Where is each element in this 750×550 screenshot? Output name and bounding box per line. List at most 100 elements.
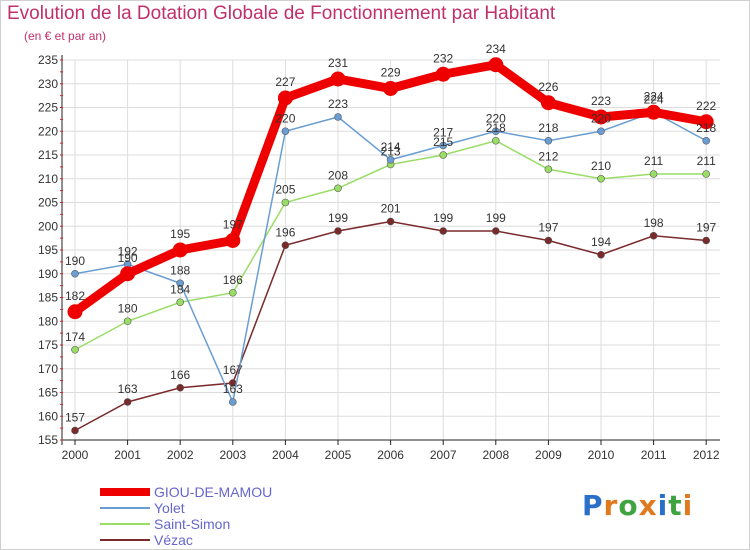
x-tick-label: 2006	[377, 448, 404, 462]
data-label-vezac: 163	[118, 382, 138, 396]
data-label-vezac: 196	[275, 225, 295, 239]
legend-label-saint-simon: Saint-Simon	[154, 516, 230, 532]
y-tick-label: 210	[38, 172, 58, 186]
logo-letter: i	[682, 489, 694, 522]
x-tick-label: 2004	[272, 448, 299, 462]
data-label-vezac: 197	[696, 221, 716, 235]
logo-letter: x	[638, 489, 658, 522]
y-tick-label: 170	[38, 362, 58, 376]
x-tick-label: 2007	[430, 448, 457, 462]
y-tick-label: 225	[38, 101, 58, 115]
data-label-vezac: 199	[328, 211, 348, 225]
data-label-giou-de-mamou: 227	[275, 75, 295, 89]
data-label-vezac: 194	[591, 235, 611, 249]
data-label-giou-de-mamou: 229	[381, 66, 401, 80]
data-point-yolet	[281, 127, 290, 136]
data-point-giou-de-mamou	[277, 90, 293, 106]
y-tick-label: 235	[38, 53, 58, 67]
data-label-saint-simon: 186	[223, 273, 243, 287]
data-point-saint-simon	[229, 288, 237, 297]
x-tick-label: 2011	[641, 448, 667, 462]
data-point-yolet	[544, 136, 553, 145]
y-tick-label: 190	[38, 267, 58, 281]
data-label-saint-simon: 180	[118, 301, 138, 315]
data-point-vezac	[439, 227, 448, 235]
data-point-giou-de-mamou	[646, 104, 662, 120]
data-label-giou-de-mamou: 190	[118, 251, 138, 265]
logo-letter: r	[603, 489, 619, 522]
y-tick-label: 180	[38, 314, 58, 328]
data-label-yolet: 217	[433, 126, 453, 140]
data-point-giou-de-mamou	[435, 66, 451, 82]
data-point-yolet	[386, 155, 395, 164]
data-point-vezac	[544, 236, 553, 245]
data-point-vezac	[123, 398, 132, 406]
data-label-saint-simon: 213	[381, 145, 401, 159]
data-label-saint-simon: 211	[644, 154, 663, 168]
data-label-yolet: 218	[538, 121, 558, 135]
x-tick-label: 2002	[167, 448, 194, 462]
data-point-yolet	[334, 113, 342, 121]
data-point-giou-de-mamou	[593, 109, 609, 125]
data-point-giou-de-mamou	[488, 57, 504, 73]
data-point-giou-de-mamou	[330, 71, 346, 87]
x-tick-label: 2005	[325, 448, 352, 462]
data-point-saint-simon	[649, 170, 658, 178]
data-point-giou-de-mamou	[383, 81, 399, 96]
data-label-saint-simon: 218	[486, 121, 506, 135]
data-label-saint-simon: 215	[433, 135, 453, 149]
data-point-yolet	[702, 136, 711, 145]
data-point-saint-simon	[491, 136, 500, 145]
data-label-saint-simon: 212	[538, 149, 558, 163]
y-tick-label: 175	[38, 338, 58, 352]
data-point-giou-de-mamou	[698, 114, 714, 130]
data-point-yolet	[597, 127, 605, 136]
data-label-giou-de-mamou: 231	[328, 56, 348, 70]
data-label-yolet: 223	[328, 97, 348, 111]
data-point-giou-de-mamou	[225, 233, 241, 248]
y-tick-label: 155	[38, 433, 58, 447]
data-point-saint-simon	[439, 151, 448, 159]
data-point-yolet	[176, 279, 184, 288]
data-point-saint-simon	[176, 298, 184, 307]
y-tick-label: 200	[38, 219, 58, 233]
data-label-giou-de-mamou: 223	[591, 94, 611, 108]
data-label-yolet: 220	[275, 111, 295, 125]
legend-label-yolet: Yolet	[154, 500, 185, 516]
x-tick-label: 2003	[219, 448, 246, 462]
data-label-saint-simon: 184	[170, 282, 190, 296]
data-point-vezac	[334, 227, 342, 235]
x-tick-label: 2000	[62, 448, 89, 462]
y-tick-label: 185	[38, 291, 58, 305]
data-point-vezac	[491, 227, 500, 235]
logo-letter: P	[582, 489, 604, 522]
logo-letter: o	[618, 489, 639, 522]
x-tick-label: 2012	[693, 448, 720, 462]
data-label-yolet: 220	[591, 111, 611, 125]
x-tick-label: 2010	[588, 448, 615, 462]
data-point-vezac	[176, 383, 184, 392]
data-point-saint-simon	[702, 170, 711, 178]
data-label-vezac: 157	[65, 411, 85, 425]
data-point-yolet	[229, 398, 237, 406]
chart-subtitle: (en € et par an)	[24, 29, 107, 43]
data-label-vezac: 197	[538, 221, 558, 235]
y-tick-label: 205	[38, 196, 58, 210]
logo-letter: i	[657, 489, 669, 522]
y-tick-label: 230	[38, 77, 58, 91]
x-tick-label: 2009	[535, 448, 562, 462]
y-tick-label: 220	[38, 124, 58, 138]
data-label-yolet: 218	[696, 121, 716, 135]
data-label-yolet: 224	[644, 92, 664, 106]
data-point-giou-de-mamou	[67, 304, 83, 320]
legend-label-giou-de-mamou: GIOU-DE-MAMOU	[154, 484, 272, 500]
data-point-saint-simon	[334, 184, 342, 193]
chart-title: Evolution de la Dotation Globale de Fonc…	[7, 3, 556, 24]
y-tick-label: 160	[38, 409, 58, 423]
legend-label-vezac: Vézac	[154, 532, 193, 548]
data-label-giou-de-mamou: 195	[170, 227, 190, 241]
data-point-yolet	[439, 141, 448, 150]
data-point-saint-simon	[597, 174, 605, 183]
data-point-vezac	[597, 250, 605, 259]
